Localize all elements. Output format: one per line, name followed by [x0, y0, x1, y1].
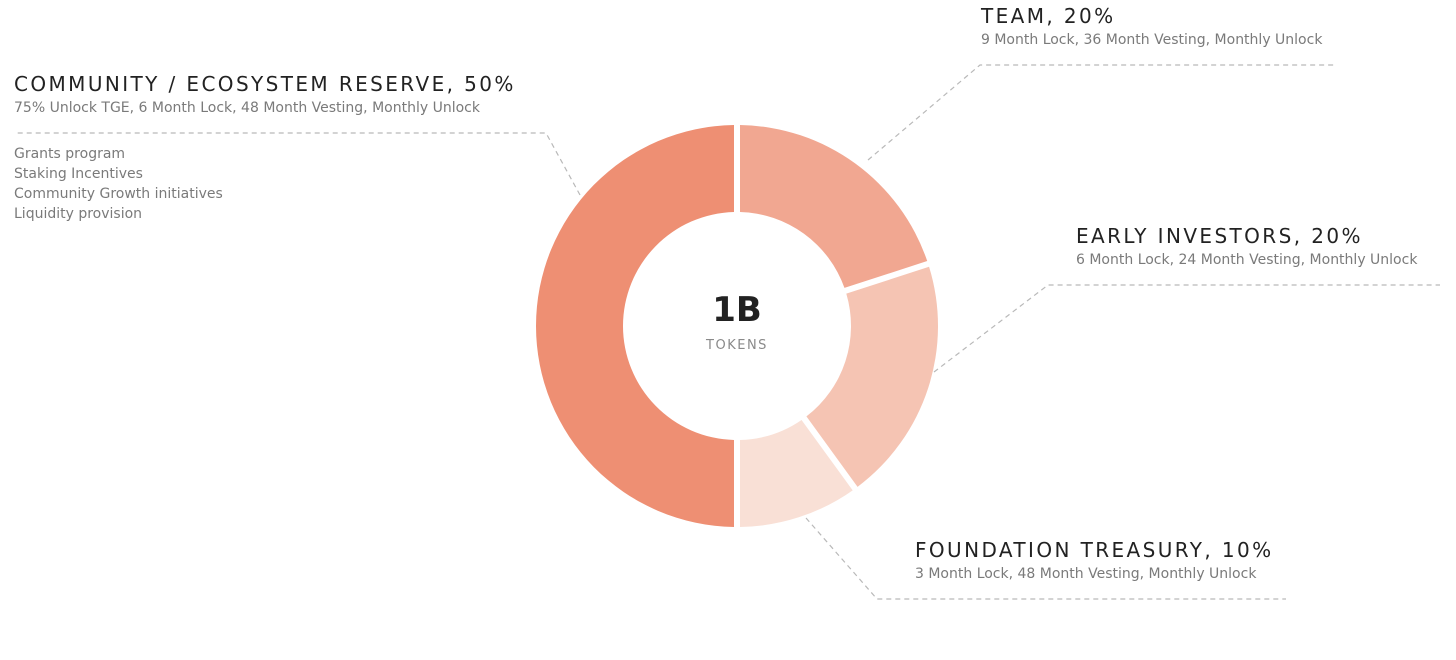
legend-title: COMMUNITY / ECOSYSTEM RESERVE, 50%: [14, 72, 516, 96]
total-supply-label: TOKENS: [706, 338, 768, 353]
slice-early-investors: [806, 266, 938, 487]
leader-line-team: [867, 64, 1336, 161]
legend-details: 6 Month Lock, 24 Month Vesting, Monthly …: [1076, 252, 1418, 268]
legend-early-investors: EARLY INVESTORS, 20% 6 Month Lock, 24 Mo…: [1076, 224, 1417, 268]
total-supply-value: 1B: [712, 290, 762, 330]
legend-title: EARLY INVESTORS, 20%: [1076, 224, 1363, 248]
legend-community-reserve: COMMUNITY / ECOSYSTEM RESERVE, 50% 75% U…: [14, 72, 516, 224]
legend-team: TEAM, 20% 9 Month Lock, 36 Month Vesting…: [981, 4, 1322, 48]
legend-details: 3 Month Lock, 48 Month Vesting, Monthly …: [915, 566, 1257, 582]
list-item: Community Growth initiatives: [14, 186, 223, 202]
legend-foundation-treasury: FOUNDATION TREASURY, 10% 3 Month Lock, 4…: [915, 538, 1274, 582]
leader-line-community-reserve: [14, 132, 581, 196]
list-item: Liquidity provision: [14, 206, 143, 222]
slice-community-reserve: [536, 125, 735, 527]
legend-details: 9 Month Lock, 36 Month Vesting, Monthly …: [981, 32, 1323, 48]
list-item: Staking Incentives: [14, 166, 143, 182]
slice-foundation-treasury: [739, 419, 853, 527]
slice-team: [739, 125, 928, 288]
legend-details: 75% Unlock TGE, 6 Month Lock, 48 Month V…: [14, 100, 480, 116]
leader-line-foundation-treasury: [805, 517, 1286, 600]
legend-title: FOUNDATION TREASURY, 10%: [915, 538, 1274, 562]
use-of-funds-list: Grants program Staking Incentives Commun…: [14, 144, 516, 224]
legend-title: TEAM, 20%: [981, 4, 1116, 28]
list-item: Grants program: [14, 146, 126, 162]
leader-line-early-investors: [933, 284, 1440, 373]
